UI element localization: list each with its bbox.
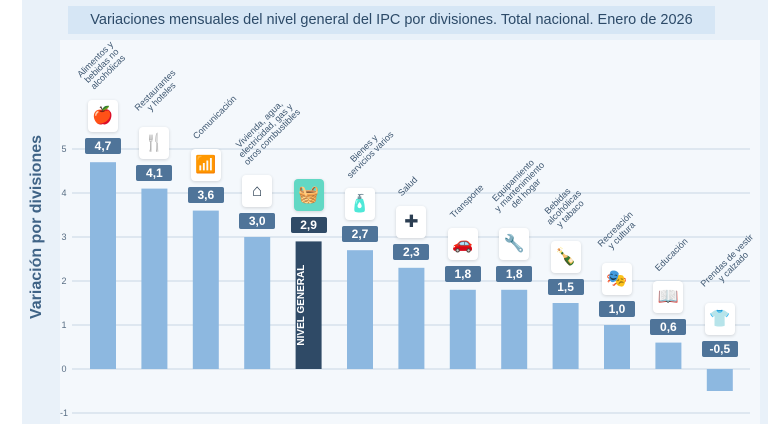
bar bbox=[90, 162, 116, 369]
bar bbox=[244, 237, 271, 369]
food-icon: 🍎 bbox=[88, 100, 118, 133]
y-tick-label: 1 bbox=[61, 320, 66, 330]
wifi-icon: 📶 bbox=[190, 148, 221, 181]
data-label: 2,9 bbox=[290, 217, 327, 234]
data-label: 2,7 bbox=[342, 226, 378, 243]
restaurant-icon: 🍴 bbox=[139, 126, 170, 159]
y-tick-label: 5 bbox=[61, 144, 66, 154]
health-cross-icon: ✚ bbox=[396, 205, 427, 238]
data-label: -0,5 bbox=[701, 341, 738, 357]
bar bbox=[552, 303, 579, 369]
theater-icon: 🎭 bbox=[602, 263, 632, 295]
house-energy-icon: ⌂ bbox=[242, 175, 273, 207]
data-label: 3,6 bbox=[187, 186, 224, 203]
bar bbox=[347, 250, 373, 369]
bar bbox=[655, 342, 682, 369]
data-label: 4,1 bbox=[136, 164, 173, 181]
book-icon: 📖 bbox=[653, 280, 684, 313]
bar bbox=[604, 325, 630, 369]
highlight-bar-label: NIVEL GENERAL bbox=[295, 264, 307, 346]
chart-title: Variaciones mensuales del nivel general … bbox=[68, 6, 715, 34]
data-label: 1,0 bbox=[599, 301, 635, 317]
bar bbox=[398, 267, 425, 369]
data-label: 0,6 bbox=[650, 318, 687, 335]
bar bbox=[295, 241, 322, 369]
y-tick-label: 3 bbox=[61, 232, 66, 242]
y-tick-label: 2 bbox=[61, 276, 66, 286]
data-label: 1,5 bbox=[547, 279, 584, 295]
data-label: 4,7 bbox=[85, 138, 121, 155]
bar bbox=[449, 289, 476, 369]
bar bbox=[141, 188, 168, 369]
y-tick-label: 0 bbox=[61, 364, 66, 374]
y-tick-label: 4 bbox=[61, 188, 66, 198]
data-label: 3,0 bbox=[239, 213, 276, 229]
tools-icon: 🔧 bbox=[499, 227, 530, 260]
bar bbox=[192, 210, 219, 369]
bottle-icon: 🍾 bbox=[550, 241, 581, 273]
y-tick-label: -1 bbox=[60, 408, 68, 418]
data-label: 2,3 bbox=[393, 243, 430, 260]
bar bbox=[501, 289, 528, 369]
data-label: 1,8 bbox=[496, 265, 533, 282]
basket-icon: 🧺 bbox=[293, 179, 324, 212]
shirt-icon: 👕 bbox=[704, 303, 735, 335]
cosmetics-icon: 🧴 bbox=[345, 188, 375, 221]
bar bbox=[706, 369, 733, 391]
data-label: 1,8 bbox=[444, 265, 481, 282]
car-icon: 🚗 bbox=[447, 227, 478, 260]
